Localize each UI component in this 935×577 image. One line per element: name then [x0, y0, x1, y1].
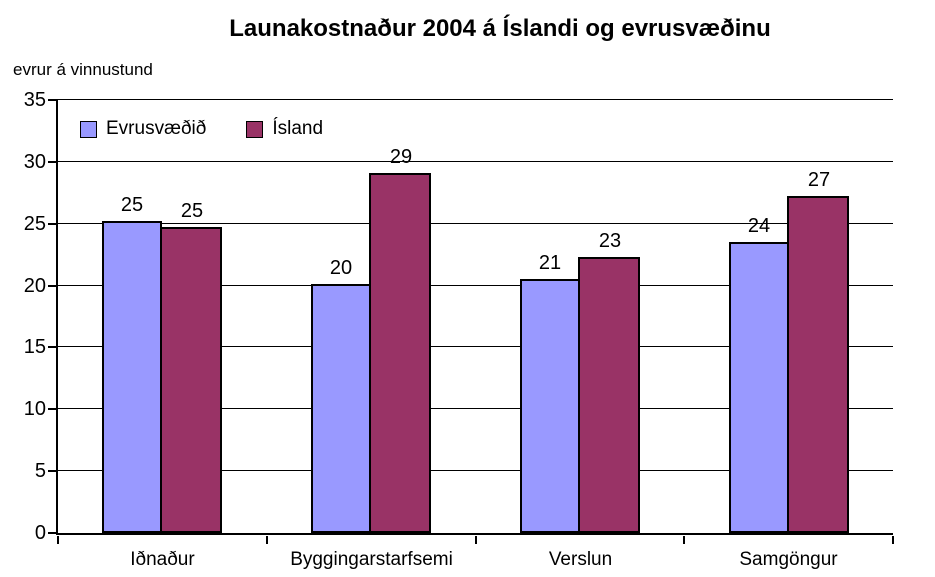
y-axis-unit-label: evrur á vinnustund — [13, 60, 153, 79]
y-tick-label: 35 — [23, 89, 46, 111]
y-tick — [48, 470, 56, 472]
x-axis-line — [56, 533, 893, 535]
y-tick-label: 5 — [34, 460, 46, 482]
gridline — [58, 223, 893, 224]
bar-value-label: 25 — [120, 194, 144, 216]
y-tick-label: 25 — [23, 213, 46, 235]
y-tick — [48, 408, 56, 410]
bar-value-label: 21 — [538, 252, 562, 274]
y-tick — [48, 223, 56, 225]
bar-evrusvaedid — [102, 221, 162, 533]
y-tick-label: 20 — [23, 275, 46, 297]
bar-island — [369, 173, 431, 533]
y-tick — [48, 532, 56, 534]
bar-value-label: 29 — [389, 146, 413, 168]
bar-evrusvaedid — [729, 242, 789, 533]
gridline — [58, 346, 893, 347]
legend: Evrusvæðið Ísland — [80, 118, 323, 140]
legend-item: Ísland — [246, 118, 323, 140]
bar-island — [578, 257, 640, 533]
x-tick — [57, 536, 59, 544]
bar-evrusvaedid — [311, 284, 371, 533]
y-tick — [48, 285, 56, 287]
y-tick — [48, 346, 56, 348]
legend-item: Evrusvæðið — [80, 118, 206, 140]
y-tick — [48, 161, 56, 163]
bar-island — [787, 196, 849, 533]
gridline — [58, 470, 893, 471]
plot-area: Evrusvæðið Ísland 25 25 20 29 21 23 24 27 — [48, 99, 894, 544]
bar-island — [160, 227, 222, 533]
legend-label: Ísland — [272, 118, 324, 139]
x-tick — [683, 536, 685, 544]
x-category-label: Verslun — [548, 549, 613, 570]
x-category-label: Byggingarstarfsemi — [290, 549, 453, 570]
gridline — [58, 285, 893, 286]
x-tick — [266, 536, 268, 544]
bar-value-label: 27 — [807, 169, 831, 191]
gridline — [58, 408, 893, 409]
x-tick — [475, 536, 477, 544]
legend-label: Evrusvæðið — [106, 118, 207, 139]
x-category-label: Samgöngur — [739, 549, 838, 570]
bar-value-label: 23 — [598, 230, 622, 252]
x-category-label: Iðnaður — [130, 549, 195, 570]
bar-value-label: 25 — [180, 200, 204, 222]
x-tick — [892, 536, 894, 544]
y-tick-label: 0 — [34, 522, 46, 544]
bar-evrusvaedid — [520, 279, 580, 533]
bar-value-label: 20 — [329, 257, 353, 279]
y-tick — [48, 99, 56, 101]
y-axis-line — [56, 99, 58, 535]
legend-swatch-evrusvaedid — [80, 120, 97, 138]
gridline — [58, 99, 893, 100]
legend-swatch-island — [246, 120, 264, 138]
gridline — [58, 161, 893, 162]
y-tick-label: 15 — [23, 336, 46, 358]
y-tick-label: 10 — [23, 398, 46, 420]
chart-title: Launakostnaður 2004 á Íslandi og evrusvæ… — [229, 15, 771, 42]
bar-value-label: 24 — [747, 215, 771, 237]
y-tick-label: 30 — [23, 151, 46, 173]
